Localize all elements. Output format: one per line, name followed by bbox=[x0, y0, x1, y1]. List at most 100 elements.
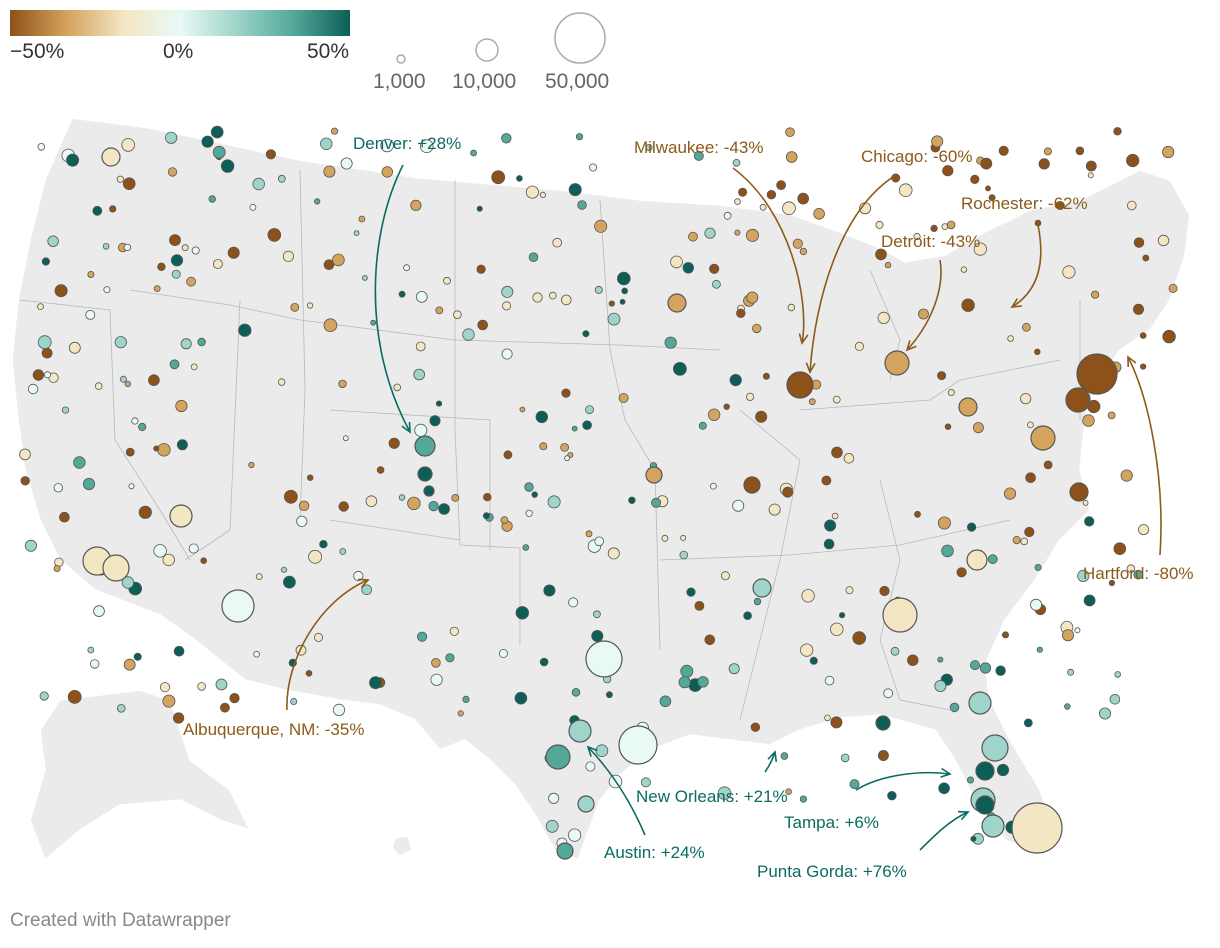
annotation-arrowhead bbox=[798, 333, 809, 345]
city-marker bbox=[619, 298, 626, 305]
city-marker bbox=[979, 662, 992, 674]
city-marker bbox=[181, 244, 189, 252]
city-marker-large bbox=[577, 795, 595, 813]
city-marker bbox=[944, 423, 952, 430]
annotation-arrow bbox=[919, 811, 969, 851]
city-marker bbox=[1007, 335, 1014, 342]
city-marker-large bbox=[882, 597, 918, 633]
city-marker bbox=[138, 505, 152, 519]
city-marker bbox=[734, 198, 741, 205]
city-marker bbox=[1157, 234, 1170, 247]
city-marker bbox=[54, 284, 68, 298]
city-marker-large bbox=[618, 725, 658, 765]
city-marker bbox=[585, 530, 593, 538]
city-marker bbox=[215, 678, 228, 691]
city-marker bbox=[87, 270, 95, 278]
city-marker bbox=[353, 570, 364, 582]
city-marker bbox=[457, 710, 464, 717]
city-marker-large bbox=[1011, 802, 1063, 854]
city-marker bbox=[358, 215, 366, 223]
city-marker bbox=[445, 653, 455, 663]
annotation-arrow bbox=[764, 751, 776, 773]
city-marker bbox=[119, 375, 127, 383]
annotation-punta-gorda: Punta Gorda: +76% bbox=[757, 862, 907, 881]
city-marker bbox=[339, 548, 347, 555]
city-marker bbox=[618, 392, 629, 403]
city-marker bbox=[704, 634, 716, 646]
city-marker bbox=[720, 571, 730, 581]
city-marker-large bbox=[958, 397, 978, 417]
city-marker bbox=[431, 657, 441, 668]
city-marker bbox=[998, 145, 1009, 156]
city-marker bbox=[785, 127, 795, 137]
city-marker bbox=[353, 230, 360, 237]
city-marker bbox=[780, 752, 789, 760]
city-marker bbox=[535, 410, 549, 424]
city-marker bbox=[651, 497, 662, 508]
city-marker-large bbox=[786, 371, 814, 399]
city-marker bbox=[430, 673, 443, 686]
city-marker bbox=[37, 303, 44, 311]
city-marker bbox=[398, 290, 406, 298]
annotation-milwaukee: Milwaukee: -43% bbox=[634, 138, 764, 157]
city-marker bbox=[972, 422, 984, 434]
city-marker bbox=[539, 657, 549, 667]
city-marker bbox=[528, 252, 539, 263]
city-marker bbox=[985, 185, 991, 192]
city-marker bbox=[415, 341, 426, 352]
annotation-arrow bbox=[286, 579, 369, 711]
city-marker bbox=[746, 291, 759, 304]
city-marker bbox=[37, 335, 52, 350]
city-marker bbox=[879, 585, 890, 597]
city-marker bbox=[709, 263, 720, 274]
city-marker bbox=[201, 135, 214, 148]
city-marker bbox=[280, 566, 288, 573]
city-marker bbox=[522, 544, 530, 551]
city-marker bbox=[1082, 414, 1095, 427]
city-marker bbox=[338, 379, 347, 389]
scale-max-label: 50% bbox=[307, 40, 350, 63]
city-marker-large bbox=[102, 554, 130, 582]
city-marker bbox=[122, 177, 136, 191]
city-marker bbox=[845, 586, 854, 595]
city-marker bbox=[330, 127, 339, 135]
city-marker bbox=[131, 417, 139, 425]
city-marker bbox=[970, 835, 977, 842]
city-marker bbox=[710, 482, 717, 490]
city-marker bbox=[278, 378, 286, 386]
city-marker bbox=[1034, 564, 1042, 572]
city-marker bbox=[162, 553, 175, 567]
city-marker bbox=[428, 500, 439, 512]
city-marker bbox=[616, 271, 631, 286]
city-marker bbox=[59, 511, 70, 523]
city-marker bbox=[1074, 627, 1081, 634]
size-legend-circle bbox=[554, 12, 606, 64]
city-marker bbox=[332, 253, 345, 267]
city-marker bbox=[545, 819, 559, 833]
city-marker bbox=[1139, 332, 1147, 339]
city-marker bbox=[539, 442, 548, 451]
city-marker bbox=[361, 584, 373, 596]
city-marker bbox=[470, 149, 478, 157]
city-marker bbox=[121, 576, 135, 589]
city-marker bbox=[403, 264, 411, 272]
city-marker bbox=[1064, 703, 1071, 710]
city-marker bbox=[830, 622, 844, 637]
city-marker bbox=[66, 153, 80, 167]
annotation-rochester: Rochester: -62% bbox=[961, 194, 1088, 213]
city-marker bbox=[501, 133, 512, 144]
city-marker bbox=[398, 494, 406, 501]
city-marker bbox=[571, 687, 581, 697]
city-marker bbox=[515, 606, 530, 620]
city-marker-large bbox=[545, 744, 571, 770]
city-marker bbox=[996, 763, 1010, 777]
city-marker bbox=[476, 205, 483, 212]
city-marker bbox=[698, 421, 707, 430]
city-marker bbox=[723, 211, 732, 220]
city-marker bbox=[73, 456, 86, 469]
city-marker bbox=[1140, 363, 1147, 370]
city-marker bbox=[539, 191, 547, 198]
city-marker bbox=[320, 137, 333, 151]
city-marker bbox=[782, 201, 796, 216]
